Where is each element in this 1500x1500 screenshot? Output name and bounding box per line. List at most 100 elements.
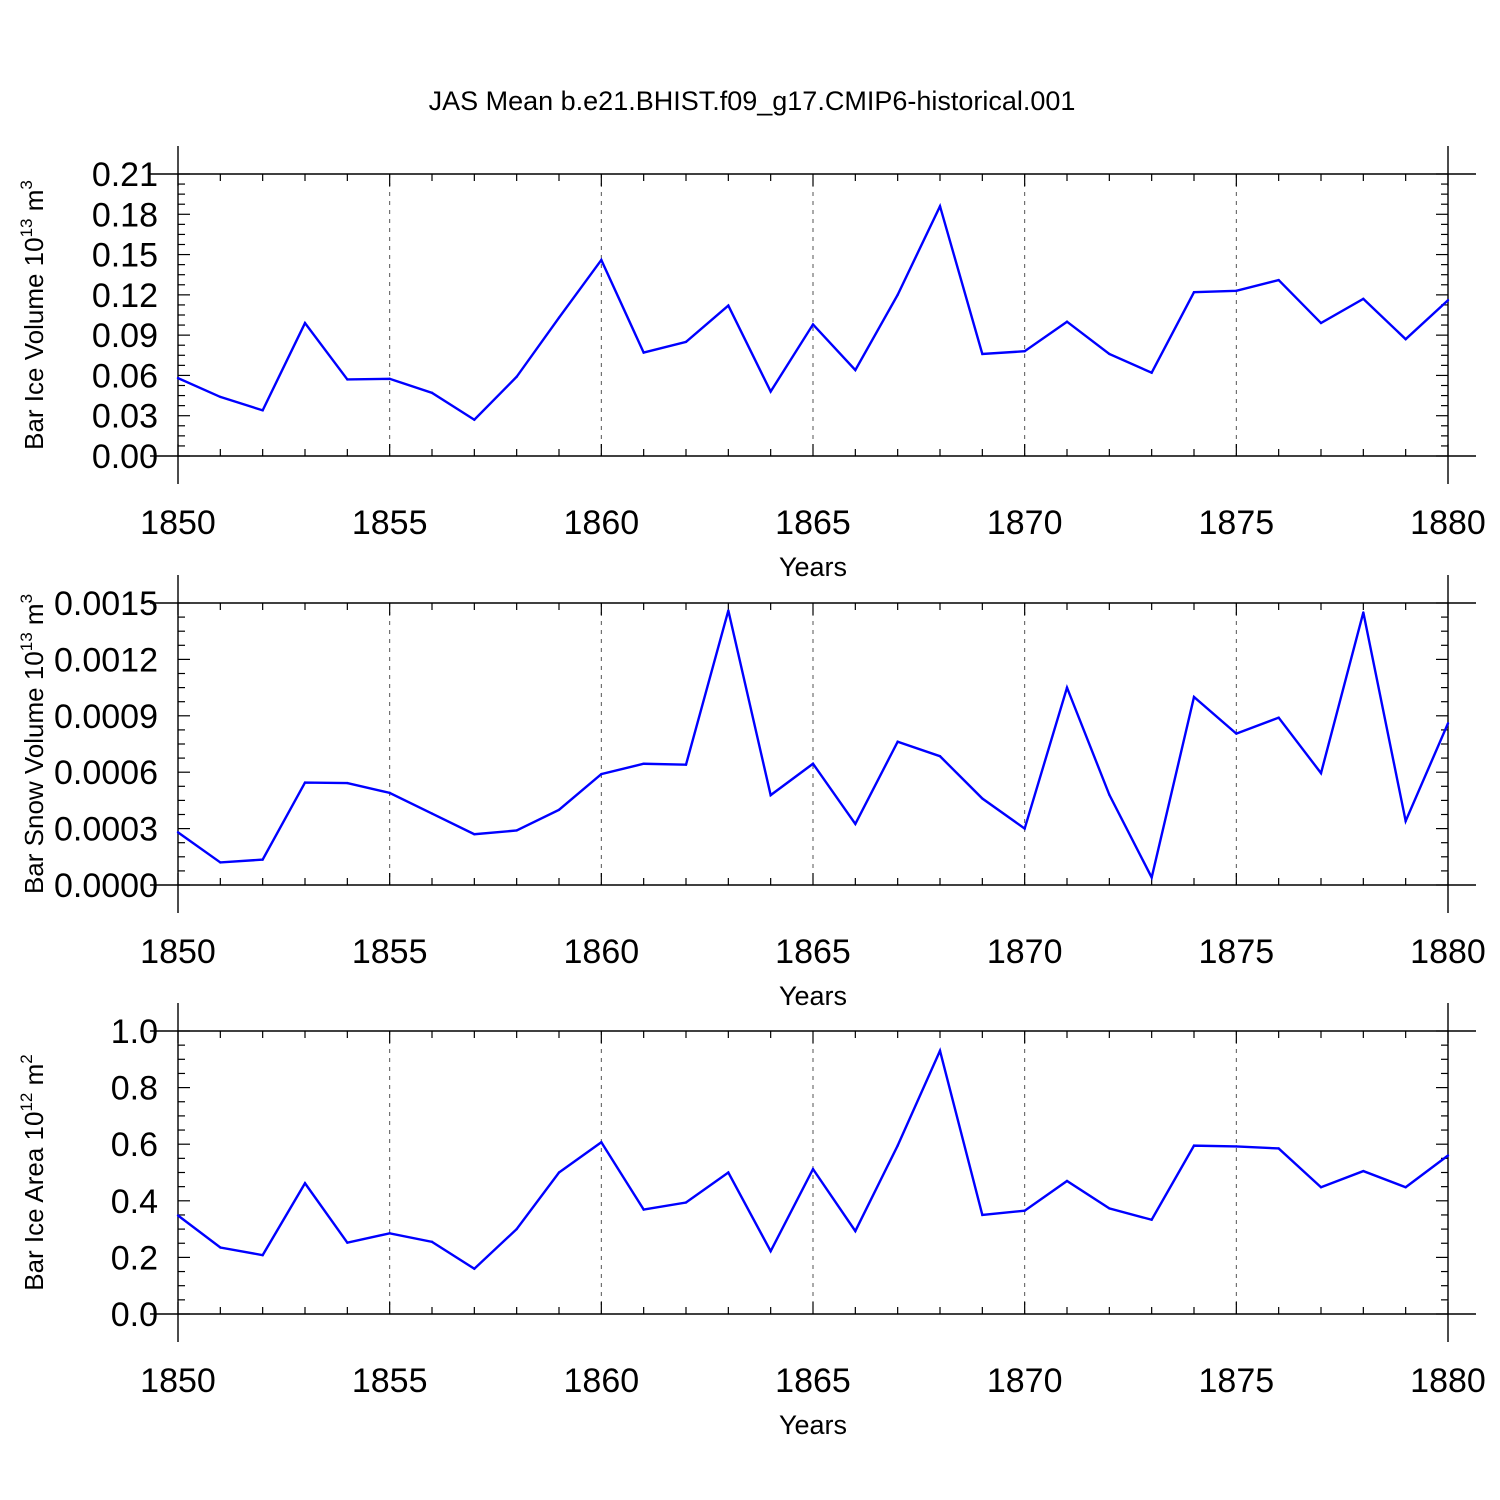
data-point [811, 1167, 815, 1171]
data-point [515, 1227, 518, 1231]
data-point [1108, 1207, 1111, 1210]
y-tick-label: 0.00 [92, 438, 158, 476]
y-tick-label: 0.4 [111, 1183, 158, 1221]
data-point [388, 1232, 391, 1235]
chart-panel-3: 0.0 0.2 0.4 0.6 0.8 1.0 1850 1855 1860 1865 1870 18… [17, 1003, 1486, 1440]
chart-panel-2: 0.0000 0.0003 0.0006 0.0009 0.0012 0.0015 1850… [17, 575, 1486, 1011]
y-tick-label: 0.21 [92, 156, 158, 194]
x-tick-label: 1875 [1199, 504, 1275, 542]
y-axis-label: Bar Snow Volume 1013 m3 [17, 594, 49, 894]
data-point [219, 395, 222, 399]
x-tick-label: 1880 [1410, 1362, 1486, 1400]
x-tick-label: 1880 [1410, 933, 1486, 971]
data-point [896, 293, 899, 297]
y-tick-label: 0.2 [111, 1239, 158, 1277]
data-point [981, 1213, 984, 1217]
data-point [1362, 297, 1365, 301]
data-point [1023, 350, 1026, 353]
data-point [1023, 827, 1026, 830]
x-tick-label: 1860 [564, 933, 640, 971]
y-tick-label: 0.0015 [54, 585, 158, 623]
x-tick-label: 1860 [564, 1362, 640, 1400]
y-tick-label: 0.09 [92, 317, 158, 355]
y-tick-label: 0.6 [111, 1126, 158, 1164]
data-point [1192, 695, 1196, 699]
data-point [346, 781, 349, 785]
data-point [1235, 732, 1238, 735]
data-point [981, 352, 984, 356]
data-point [727, 609, 730, 612]
data-point [1404, 337, 1407, 341]
figure-title: JAS Mean b.e21.BHIST.f09_g17.CMIP6-histo… [429, 86, 1076, 116]
data-point [1108, 352, 1111, 356]
data-point [684, 763, 688, 766]
data-point [1235, 1145, 1238, 1148]
data-point [176, 831, 180, 834]
data-point [1277, 1147, 1280, 1150]
data-point [473, 1267, 476, 1270]
data-point [1362, 611, 1365, 614]
data-point [1023, 1209, 1026, 1212]
data-point [1192, 1144, 1196, 1147]
data-point [473, 418, 476, 421]
data-point [1065, 1179, 1069, 1183]
data-point [1277, 278, 1280, 282]
data-point [684, 340, 688, 344]
data-point [811, 323, 815, 326]
data-point [769, 793, 772, 797]
x-tick-label: 1850 [140, 504, 216, 542]
y-tick-label: 0.8 [111, 1070, 158, 1108]
data-point [600, 258, 603, 262]
x-axis-label: Years [779, 1410, 847, 1440]
data-point [811, 762, 815, 765]
x-tick-label: 1870 [987, 504, 1063, 542]
x-tick-label: 1850 [140, 933, 216, 971]
data-point [430, 812, 434, 815]
x-tick-label: 1870 [987, 1362, 1063, 1400]
x-tick-label: 1880 [1410, 504, 1486, 542]
data-point [896, 740, 899, 743]
data-point [261, 858, 264, 861]
data-point [1150, 1218, 1153, 1221]
data-point [600, 1141, 603, 1144]
data-point [1065, 686, 1069, 689]
data-point [642, 351, 645, 354]
data-point [303, 321, 307, 325]
y-tick-label: 1.0 [111, 1013, 158, 1051]
data-point [1065, 320, 1069, 323]
data-point [388, 791, 391, 795]
data-point [1319, 321, 1323, 325]
x-tick-label: 1860 [564, 504, 640, 542]
data-point [346, 378, 349, 381]
data-point [642, 1208, 645, 1211]
data-point [1319, 1186, 1323, 1189]
chart-panels: 0.000.030.060.090.120.150.180.21 1850 1855… [17, 146, 1486, 1440]
x-tick-label: 1870 [987, 933, 1063, 971]
data-point [557, 808, 561, 811]
y-tick-label: 0.12 [92, 277, 158, 315]
data-point [727, 304, 730, 307]
data-point [430, 1240, 434, 1244]
data-point [303, 781, 307, 784]
data-point [938, 755, 942, 758]
y-axis-label: Bar Ice Area 1012 m2 [17, 1054, 49, 1291]
data-point [1404, 819, 1407, 823]
data-point [769, 1249, 772, 1253]
data-point [176, 376, 180, 380]
data-point [600, 772, 603, 776]
data-point [1362, 1169, 1365, 1173]
data-point [557, 316, 561, 319]
data-point [219, 1246, 222, 1249]
data-point [303, 1182, 307, 1185]
y-tick-label: 0.0006 [54, 754, 158, 792]
data-point [854, 368, 857, 372]
data-point [1446, 1154, 1450, 1157]
y-tick-label: 0.03 [92, 398, 158, 436]
data-point [854, 822, 857, 826]
data-point [430, 391, 434, 395]
data-point [557, 1171, 561, 1174]
data-point [261, 409, 264, 412]
x-tick-label: 1855 [352, 504, 428, 542]
data-point [1404, 1186, 1407, 1189]
